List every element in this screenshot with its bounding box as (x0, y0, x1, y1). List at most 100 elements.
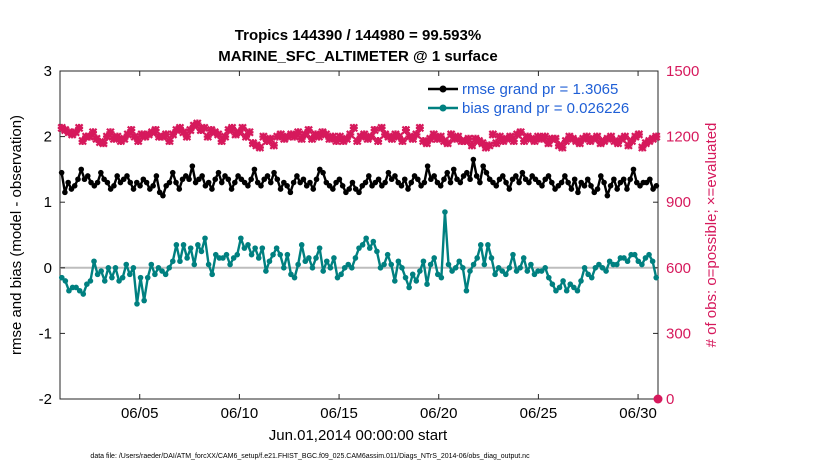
bias-point (313, 255, 319, 261)
bias-point (238, 235, 244, 242)
rmse-point (437, 183, 444, 189)
count-marker (290, 132, 299, 141)
bias-point (388, 261, 395, 268)
rmse-point (215, 169, 222, 176)
rmse-point (480, 163, 486, 169)
y-left-tick-label: 3 (44, 63, 52, 80)
bias-point (66, 287, 72, 294)
count-marker (241, 132, 251, 141)
bias-point (510, 251, 516, 258)
rmse-point (277, 186, 284, 192)
y-right-tick-label: 600 (666, 260, 691, 277)
rmse-point (176, 186, 183, 192)
bias-point (306, 255, 312, 261)
rmse-point (558, 179, 565, 186)
rmse-point (421, 179, 428, 186)
y-right-tick-label: 1500 (666, 63, 699, 80)
count-marker (102, 132, 112, 141)
count-marker (307, 134, 317, 144)
rmse-point (71, 183, 78, 189)
rmse-point (84, 173, 91, 179)
rmse-point (346, 186, 352, 192)
bias-point (452, 265, 459, 271)
y-axis-right: 0 300 600 900 1200 1500 (666, 63, 699, 408)
rmse-point (251, 166, 258, 173)
bias-point (517, 265, 523, 271)
count-marker (179, 127, 188, 137)
plot-area (59, 70, 659, 400)
bias-point (259, 245, 266, 251)
bias-point (467, 268, 473, 274)
rmse-point (568, 186, 575, 192)
rmse-point (565, 179, 571, 186)
rmse-point (153, 173, 160, 179)
rmse-point (571, 176, 578, 183)
rmse-point (630, 166, 637, 173)
legend: rmse grand pr = 1.3065 bias grand pr = 0… (424, 77, 648, 119)
rmse-point (470, 156, 477, 163)
bias-point (298, 242, 305, 248)
rmse-point (405, 186, 411, 192)
rmse-point (362, 179, 369, 186)
rmse-point (160, 192, 166, 199)
bias-point (481, 261, 488, 268)
bias-point (327, 265, 334, 271)
rmse-point (392, 173, 398, 179)
count-marker (342, 134, 352, 144)
bias-point (438, 274, 445, 281)
bias-point (624, 258, 631, 265)
bias-point (316, 245, 323, 251)
bias-point (134, 301, 140, 307)
count-marker (495, 132, 505, 141)
count-marker (213, 130, 223, 139)
count-marker (346, 130, 355, 139)
count-marker (352, 136, 362, 146)
rmse-point (143, 179, 150, 186)
y-right-axis-label: # of obs: o=possible; ×=evaluated (703, 123, 720, 348)
chart-subtitle: MARINE_SFC_ALTIMETER @ 1 surface (218, 48, 497, 65)
bias-point (492, 271, 498, 278)
legend-bias-label: bias grand pr = 0.026226 (462, 100, 629, 117)
bias-point (273, 245, 280, 251)
bias-point (288, 271, 294, 278)
rmse-point (464, 169, 470, 176)
count-marker (422, 138, 432, 148)
count-marker (161, 130, 171, 139)
bias-point (420, 258, 427, 265)
count-marker (387, 134, 397, 144)
rmse-point (114, 173, 120, 179)
rmse-point (627, 176, 634, 183)
count-marker (328, 132, 338, 141)
bias-point (585, 271, 591, 278)
rmse-point (513, 173, 519, 179)
rmse-point (189, 163, 196, 169)
rmse-point (264, 173, 271, 179)
x-tick-label: 06/25 (520, 405, 558, 422)
bias-point (556, 284, 563, 291)
count-marker (130, 132, 140, 141)
count-marker (332, 136, 341, 146)
rmse-point (232, 179, 238, 186)
count-marker (606, 132, 616, 141)
bias-point (73, 284, 79, 291)
rmse-point (575, 189, 581, 196)
bias-point (137, 274, 144, 281)
bias-point (599, 265, 606, 271)
bias-point (191, 261, 198, 268)
bias-point (80, 291, 87, 297)
rmse-point (503, 179, 509, 186)
rmse-point (218, 179, 225, 186)
bias-point (377, 265, 384, 271)
bias-point (76, 287, 83, 294)
bias-point (252, 245, 258, 251)
count-marker (488, 130, 498, 139)
bias-point (284, 251, 291, 258)
bias-point (603, 268, 609, 274)
bias-point (320, 268, 326, 274)
rmse-point (477, 179, 483, 186)
bias-point (123, 261, 130, 268)
bias-point (177, 258, 183, 265)
rmse-point (130, 186, 137, 192)
bias-point (635, 258, 642, 265)
bias-point (94, 271, 101, 278)
